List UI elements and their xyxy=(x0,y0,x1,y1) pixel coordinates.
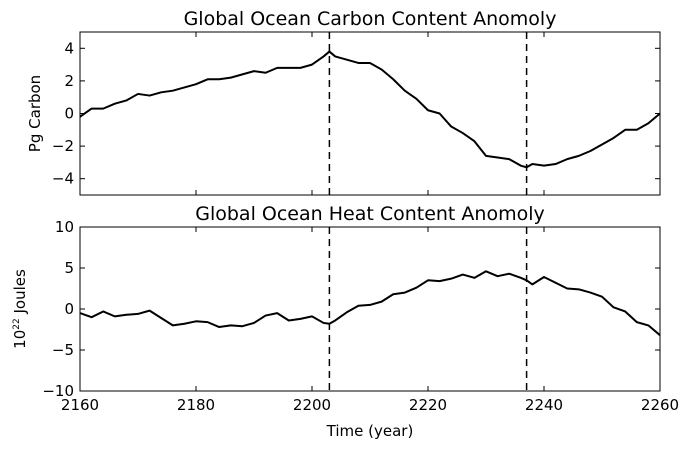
ytick-label: −10 xyxy=(42,382,74,400)
xtick-label: 2180 xyxy=(177,396,215,414)
xtick-label: 2200 xyxy=(293,396,331,414)
chart-panel-1: Global Ocean Carbon Content Anomoly 4 2 0 −2… xyxy=(26,8,661,196)
y-axis-label: Pg Carbon xyxy=(26,75,44,152)
series-line-1 xyxy=(80,270,660,337)
chart-title: Global Ocean Heat Content Anomoly xyxy=(195,203,545,225)
ytick-label: −4 xyxy=(52,170,74,188)
series-line-1 xyxy=(80,50,660,169)
xtick-label: 2240 xyxy=(525,396,563,414)
y-axis-label: 1022 Joules xyxy=(11,269,29,349)
plot-frame xyxy=(79,226,661,392)
ytick-label: 5 xyxy=(64,259,74,277)
xtick-label: 2160 xyxy=(61,396,99,414)
ytick-label: 2 xyxy=(64,72,74,90)
plot-frame xyxy=(79,31,661,196)
y-axis-label-exponent: 22 xyxy=(12,318,22,329)
y-axis-label-base: 10 xyxy=(11,330,29,349)
xtick-label: 2220 xyxy=(409,396,447,414)
x-axis-label: Time (year) xyxy=(326,422,414,440)
ytick-label: 4 xyxy=(64,39,74,57)
y-axis-label-unit: Joules xyxy=(11,269,29,318)
ytick-label: −5 xyxy=(52,341,74,359)
ytick-label: −2 xyxy=(52,137,74,155)
ytick-label: 0 xyxy=(64,105,74,123)
chart-title: Global Ocean Carbon Content Anomoly xyxy=(184,8,557,30)
xtick-label: 2260 xyxy=(641,396,679,414)
chart-panel-2: Global Ocean Heat Content Anomoly 10 5 0 −5 −… xyxy=(11,203,679,440)
ytick-label: 10 xyxy=(55,218,74,236)
ytick-label: 0 xyxy=(64,300,74,318)
